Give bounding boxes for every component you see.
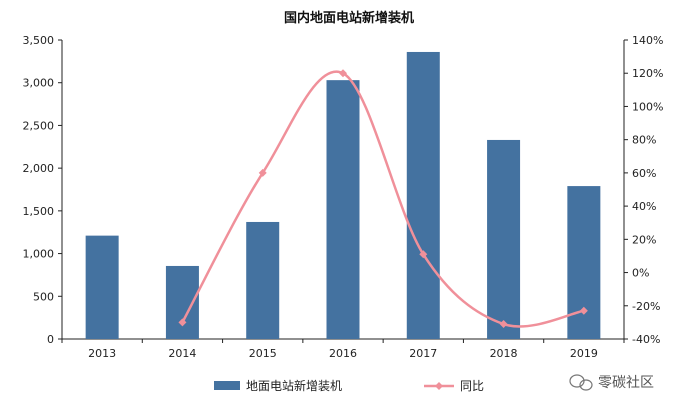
y-right-tick-label: 60% (632, 167, 656, 180)
wechat-icon (569, 374, 593, 391)
y-left-tick-label: 2,500 (23, 119, 55, 132)
y-left-tick-label: 3,500 (23, 34, 55, 47)
y-right-tick-label: 40% (632, 200, 656, 213)
line-marker (499, 320, 508, 329)
line-marker (178, 318, 187, 327)
y-right-tick-label: 120% (632, 67, 663, 80)
line-marker (419, 250, 428, 259)
x-tick-label: 2015 (249, 347, 277, 360)
legend-line-marker (435, 382, 443, 390)
y-left-tick-label: 2,000 (23, 162, 55, 175)
line-marker (339, 69, 347, 78)
x-tick-label: 2018 (490, 347, 518, 360)
line-marker (258, 168, 267, 177)
y-right-tick-label: -40% (632, 333, 660, 346)
x-tick-label: 2019 (570, 347, 598, 360)
y-left-tick-labels: 0 500 1,000 1,500 2,000 2,500 3,000 3,500 (23, 34, 55, 346)
x-tick-labels: 2013 2014 2015 2016 2017 2018 2019 (88, 347, 598, 360)
bar (567, 186, 601, 339)
bar (487, 139, 521, 339)
legend: 地面电站新增装机 同比 (214, 378, 484, 393)
line-marker (579, 306, 588, 315)
chart-title: 国内地面电站新增装机 (284, 10, 414, 26)
y-left-tick-label: 1,000 (23, 248, 55, 261)
watermark: 零碳社区 (569, 374, 654, 391)
y-right-tick-label: 20% (632, 233, 656, 246)
y-left-tick-label: 0 (47, 333, 54, 346)
legend-bar-label: 地面电站新增装机 (246, 378, 342, 393)
x-tick-label: 2017 (409, 347, 437, 360)
legend-line-label: 同比 (460, 379, 484, 393)
x-tick-label: 2013 (88, 347, 116, 360)
bar (406, 51, 440, 340)
y-right-tick-label: -20% (632, 300, 660, 313)
y-right-tick-label: 100% (632, 100, 663, 113)
y-left-tick-label: 1,500 (23, 205, 55, 218)
watermark-text: 零碳社区 (598, 375, 654, 391)
bar (85, 235, 119, 339)
y-right-tick-label: 0% (632, 267, 649, 280)
y-right-tick-labels: -40% -20% 0% 20% 40% 60% 80% 100% 120% 140% (632, 34, 663, 346)
x-tick-label: 2014 (168, 347, 196, 360)
legend-bar-swatch (214, 381, 240, 390)
bar (326, 80, 360, 339)
line-series (178, 69, 588, 329)
bar-series (85, 51, 601, 340)
y-left-tick-label: 500 (33, 290, 54, 303)
y-right-tick-label: 80% (632, 134, 656, 147)
x-tick-label: 2016 (329, 347, 357, 360)
line-path (181, 70, 585, 328)
y-right-tick-label: 140% (632, 34, 663, 47)
bar (246, 221, 280, 339)
y-left-tick-label: 3,000 (23, 77, 55, 90)
